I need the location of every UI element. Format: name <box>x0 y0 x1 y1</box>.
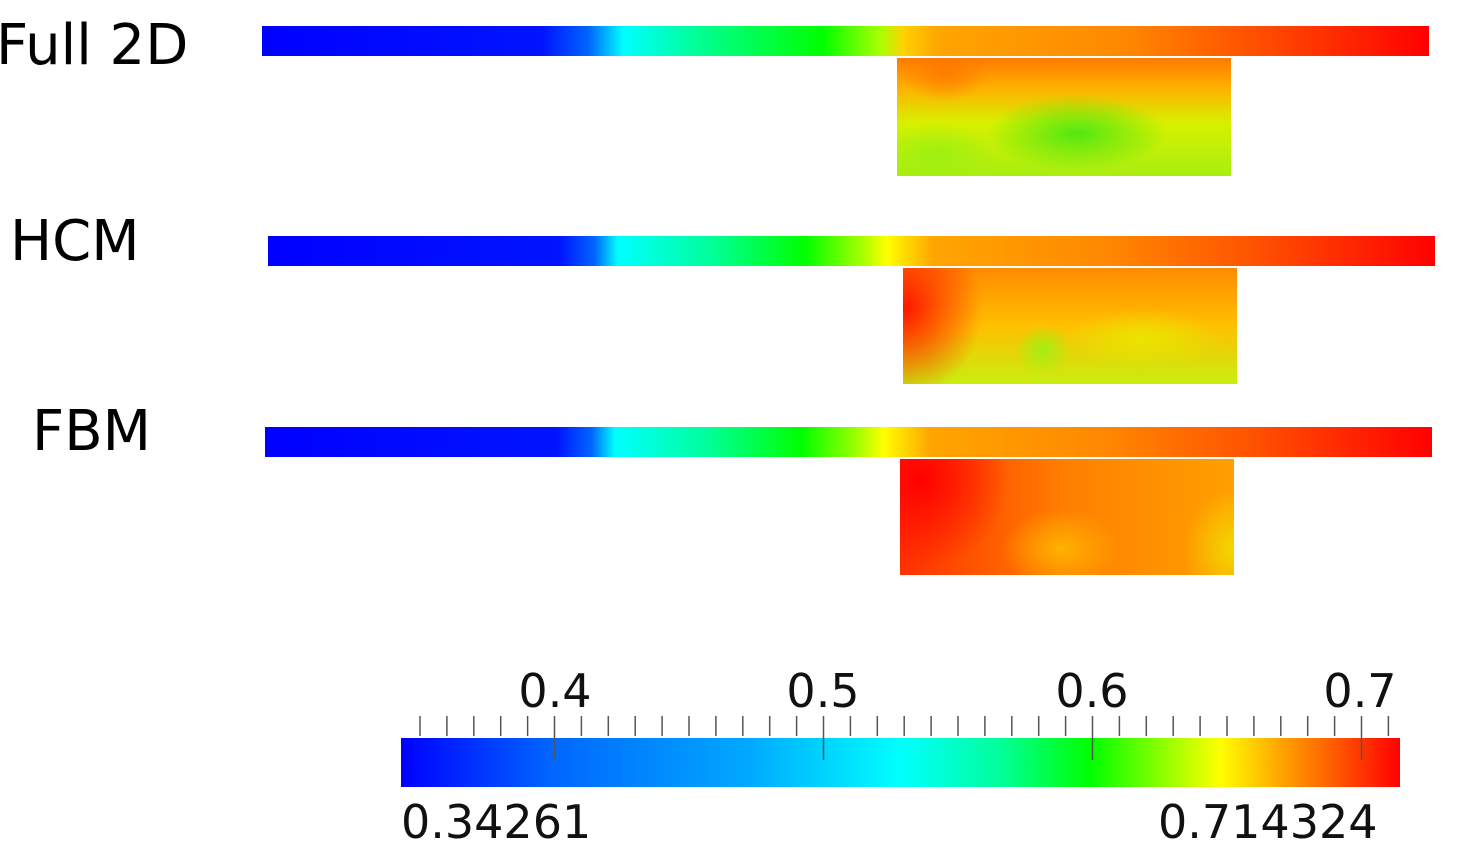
colorbar-gradient <box>401 738 1400 787</box>
tick-label-0-5: 0.5 <box>786 664 860 718</box>
row-label-full-2d: Full 2D <box>0 13 189 78</box>
row-label-hcm: HCM <box>10 209 140 274</box>
colorbar-min-label: 0.34261 <box>401 795 592 849</box>
cavity-fbm <box>900 459 1234 575</box>
channel-hcm <box>268 236 1435 266</box>
colorbar-max-label: 0.714324 <box>1158 795 1378 849</box>
tick-label-0-4: 0.4 <box>518 664 592 718</box>
channel-full-2d <box>262 26 1429 56</box>
cavity-full-2d <box>897 58 1231 176</box>
cavity-hcm <box>903 268 1237 384</box>
row-label-fbm: FBM <box>32 399 151 464</box>
channel-fbm <box>265 427 1432 457</box>
tick-label-0-6: 0.6 <box>1055 664 1129 718</box>
tick-label-0-7: 0.7 <box>1323 664 1397 718</box>
colorbar-ticks <box>419 716 1390 760</box>
